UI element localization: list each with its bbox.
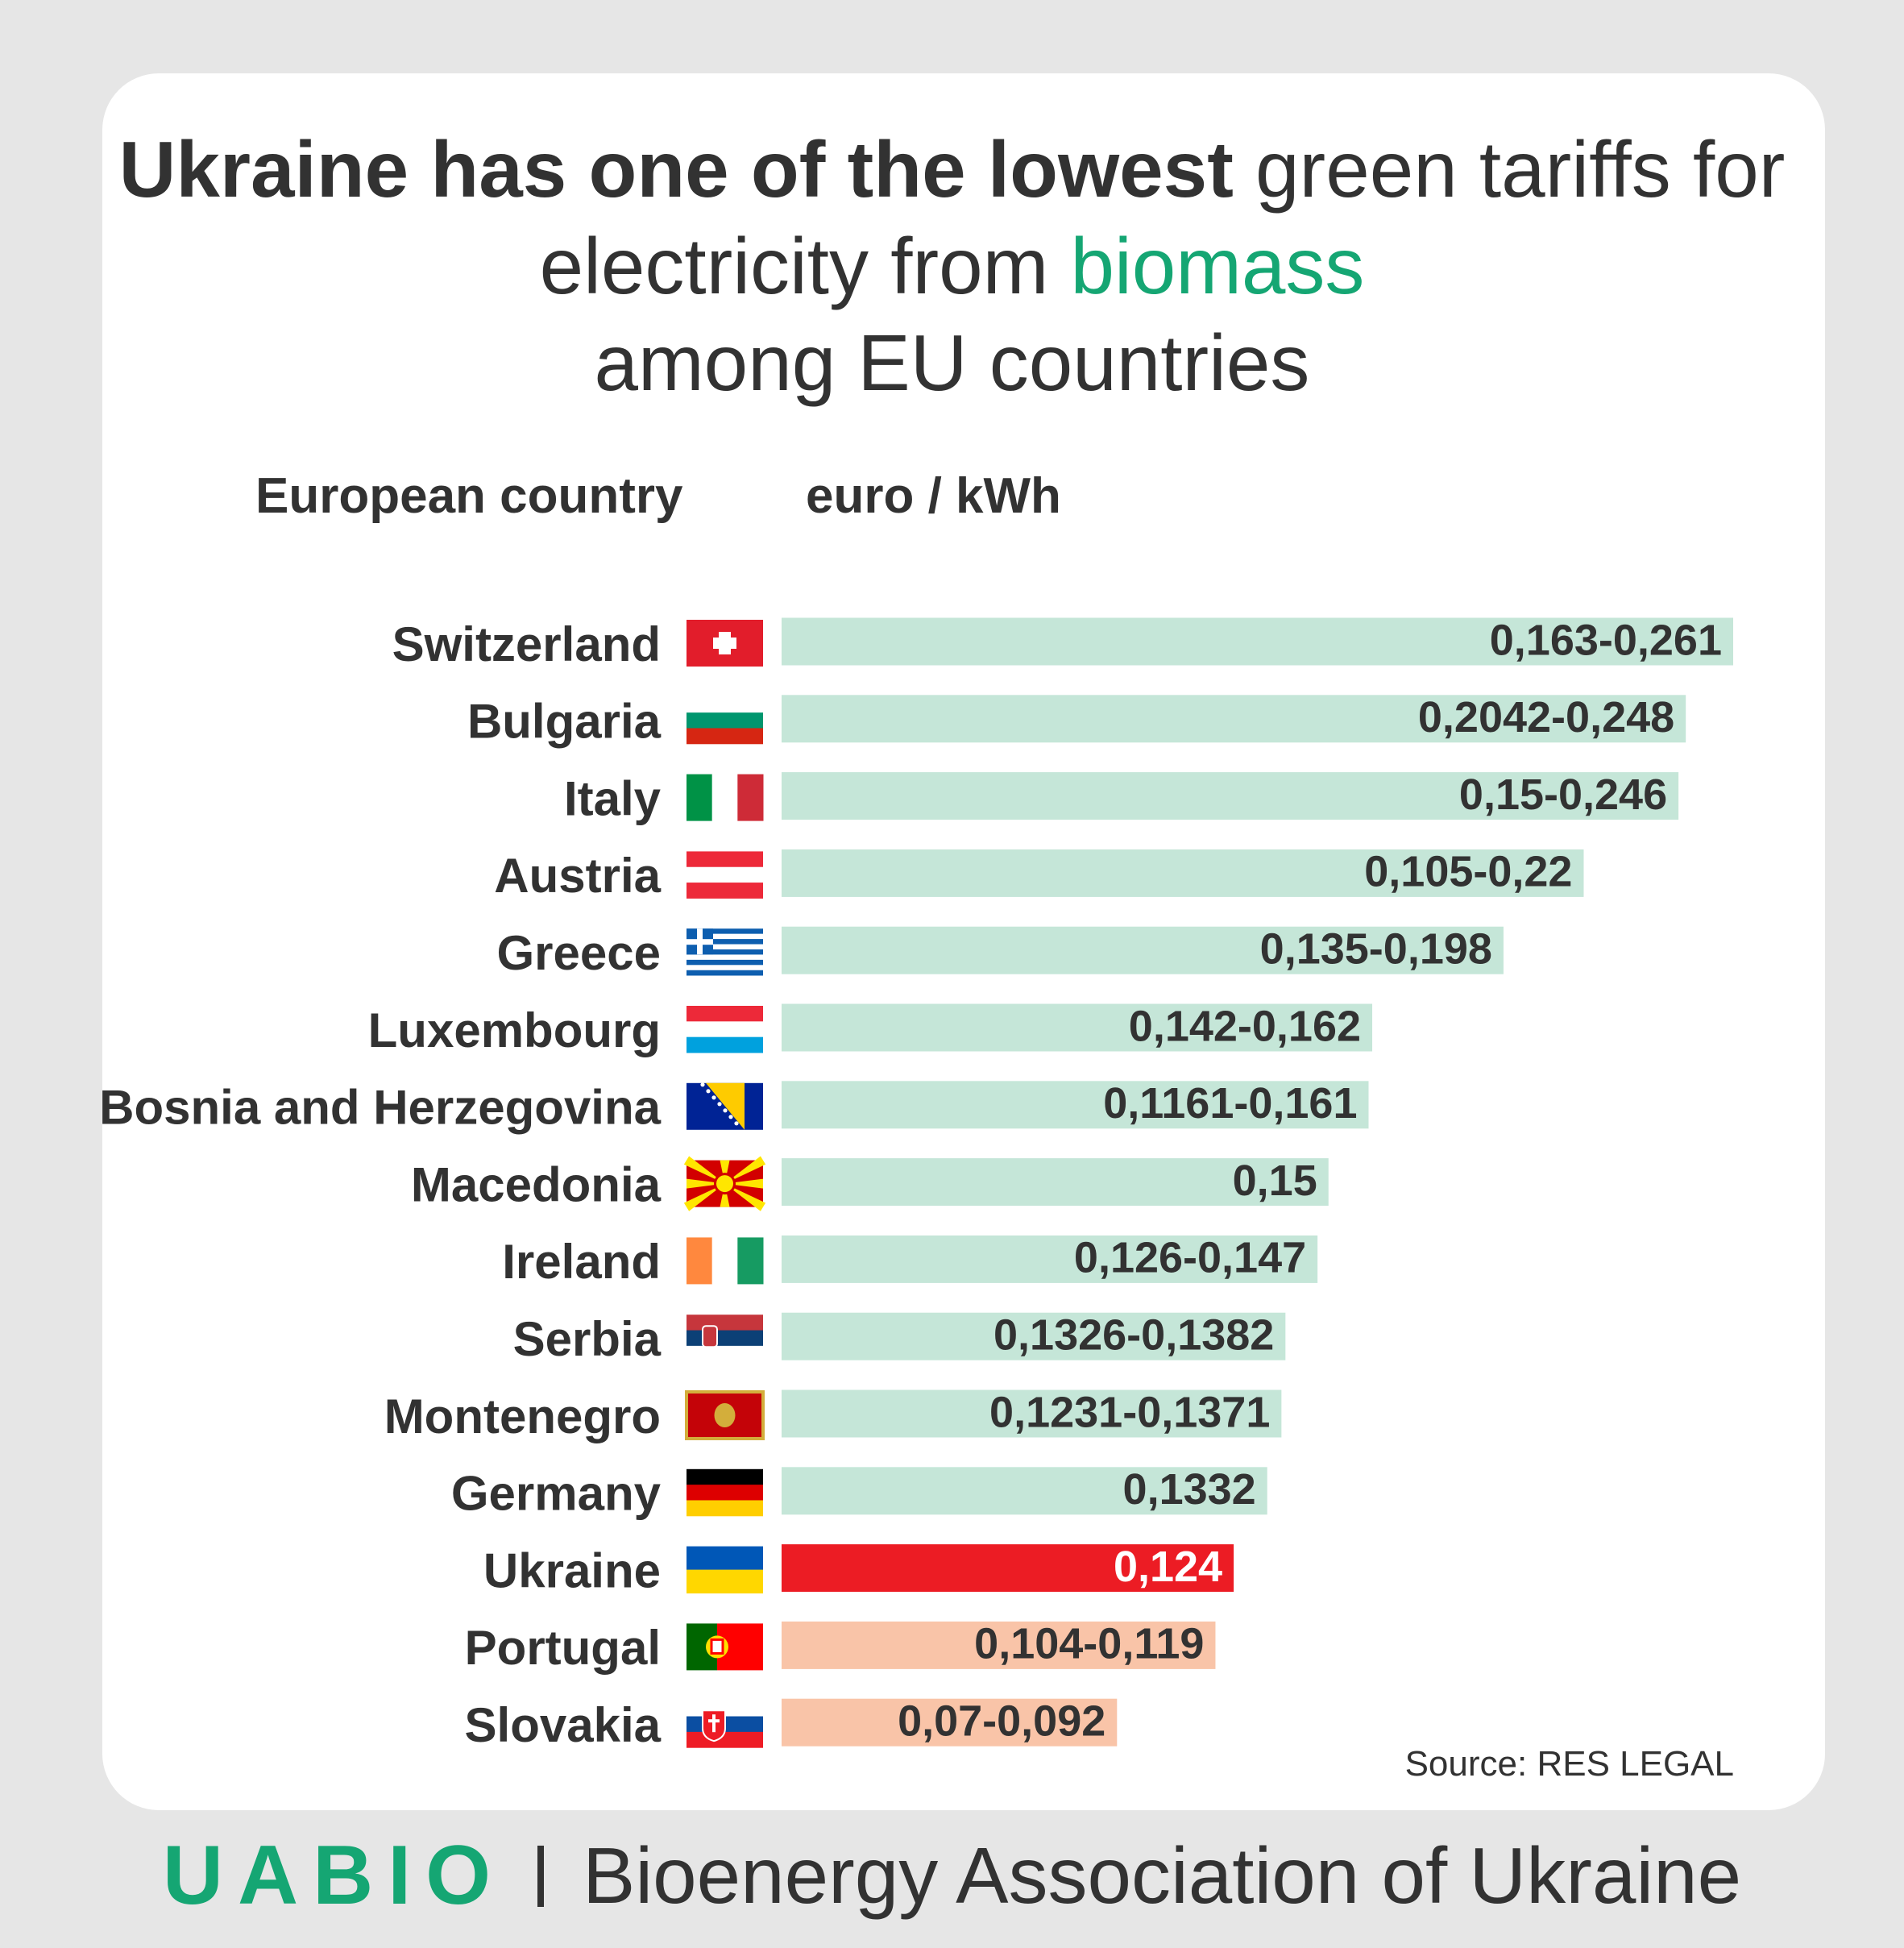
bar	[782, 849, 1584, 897]
bar	[782, 1158, 1329, 1207]
value-label: 0,07-0,092	[898, 1697, 1105, 1745]
ukraine-flag	[687, 1546, 763, 1594]
unit-column-header: euro / kWh	[806, 468, 1061, 524]
bulgaria-flag	[687, 696, 763, 745]
bar	[782, 772, 1679, 820]
value-label: 0,15	[1233, 1157, 1317, 1205]
value-label: 0,105-0,22	[1364, 848, 1572, 896]
category-label: Montenegro	[384, 1389, 661, 1443]
slovakia-flag	[687, 1701, 763, 1748]
value-label: 0,2042-0,248	[1418, 693, 1674, 741]
category-label: Portugal	[465, 1621, 661, 1675]
bar	[782, 1621, 1216, 1669]
category-label: Luxembourg	[368, 1003, 661, 1057]
value-label: 0,104-0,119	[974, 1620, 1204, 1668]
austria-flag	[687, 851, 763, 899]
serbia-flag	[687, 1315, 763, 1362]
category-label: Ireland	[502, 1235, 661, 1289]
bosnia-flag	[687, 1082, 763, 1130]
value-label: 0,1161-0,161	[1103, 1079, 1357, 1128]
greece-flag	[687, 928, 763, 976]
title-part-3: among EU countries	[594, 318, 1310, 407]
bar	[782, 926, 1504, 974]
luxembourg-flag	[687, 1006, 763, 1053]
bar	[782, 1235, 1318, 1283]
bar	[782, 1312, 1286, 1360]
bar	[782, 1389, 1282, 1438]
country-column-header: European country	[255, 468, 683, 524]
category-label: Germany	[451, 1467, 662, 1521]
value-label: 0,135-0,198	[1260, 924, 1492, 973]
bar	[782, 1003, 1373, 1052]
value-label: 0,1231-0,1371	[989, 1388, 1270, 1436]
portugal-flag	[687, 1623, 763, 1671]
category-label: Serbia	[513, 1312, 662, 1366]
value-label: 0,163-0,261	[1490, 616, 1722, 664]
value-label: 0,1326-0,1382	[993, 1310, 1274, 1359]
title-bold: Ukraine has one of the lowest	[118, 125, 1234, 214]
category-label: Greece	[497, 926, 662, 980]
value-label: 0,15-0,246	[1459, 770, 1667, 819]
category-label: Macedonia	[411, 1157, 662, 1211]
organization-name: Bioenergy Association of Ukraine	[582, 1831, 1742, 1920]
macedonia-flag	[683, 1156, 766, 1211]
value-label: 0,124	[1114, 1543, 1222, 1591]
category-label: Ukraine	[483, 1543, 661, 1597]
category-label: Austria	[494, 849, 661, 903]
montenegro-flag	[685, 1390, 765, 1440]
footer: UABIO Bioenergy Association of Ukraine	[0, 1828, 1904, 1925]
source-note: Source: RES LEGAL	[1404, 1744, 1734, 1784]
germany-flag	[687, 1468, 763, 1517]
uabio-logo: UABIO	[162, 1829, 505, 1922]
title-part-2: green tariffs for electricity from	[539, 125, 1786, 310]
category-label: Slovakia	[465, 1698, 662, 1752]
bar	[782, 1467, 1267, 1515]
ireland-flag	[687, 1237, 764, 1285]
value-label: 0,1332	[1123, 1465, 1256, 1514]
chart-title: Ukraine has one of the lowest green tari…	[0, 121, 1904, 411]
bar	[782, 1698, 1118, 1747]
footer-separator	[537, 1845, 544, 1907]
title-highlight: biomass	[1070, 222, 1365, 310]
value-label: 0,142-0,162	[1129, 1002, 1361, 1050]
category-label: Bosnia and Herzegovina	[99, 1081, 661, 1135]
bar	[782, 1081, 1369, 1129]
category-label: Switzerland	[392, 617, 661, 671]
bar	[782, 695, 1686, 743]
category-label: Italy	[564, 771, 662, 825]
value-label: 0,126-0,147	[1074, 1234, 1306, 1282]
bar	[782, 1544, 1234, 1593]
category-label: Bulgaria	[467, 695, 662, 749]
switzerland-flag	[687, 620, 763, 667]
bar	[782, 617, 1733, 666]
italy-flag	[687, 774, 764, 821]
